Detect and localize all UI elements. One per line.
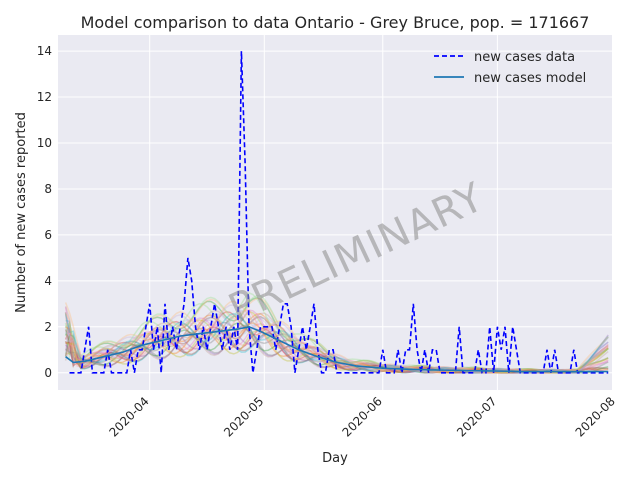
y-tick-label: 0 <box>44 366 52 380</box>
plot-background <box>58 35 612 390</box>
x-tick-label: 2020-06 <box>340 394 385 439</box>
y-tick-label: 4 <box>44 274 52 288</box>
x-axis-ticks: 2020-04 2020-05 2020-06 2020-07 2020-08 <box>106 394 617 439</box>
ensemble-curve <box>64 307 609 374</box>
x-tick-label: 2020-04 <box>106 394 151 439</box>
x-tick-label: 2020-05 <box>221 394 266 439</box>
ensemble-curve <box>64 297 609 374</box>
y-tick-label: 10 <box>37 136 52 150</box>
chart-title: Model comparison to data Ontario - Grey … <box>81 13 590 32</box>
grid <box>58 35 617 390</box>
ensemble-curve <box>64 291 609 374</box>
ensemble-curve <box>64 327 609 374</box>
series-line-new-cases-data <box>69 51 609 374</box>
y-axis-label: Number of new cases reported <box>14 112 29 313</box>
y-axis-ticks: 0 2 4 6 8 10 12 14 <box>37 44 52 380</box>
series-line-new-cases-model <box>65 325 609 373</box>
ensemble-curve <box>65 309 609 374</box>
legend-label: new cases model <box>474 71 586 86</box>
y-tick-label: 12 <box>37 90 52 104</box>
y-tick-label: 2 <box>44 320 52 334</box>
ensemble-curve <box>65 319 609 374</box>
legend: new cases data new cases model <box>434 50 586 86</box>
legend-label: new cases data <box>474 50 575 65</box>
y-tick-label: 6 <box>44 228 52 242</box>
ensemble-curve <box>64 312 609 374</box>
x-tick-label: 2020-07 <box>454 394 499 439</box>
x-tick-label: 2020-08 <box>573 394 618 439</box>
y-tick-label: 8 <box>44 182 52 196</box>
x-axis-label: Day <box>322 451 348 466</box>
ensemble-curve <box>64 297 609 374</box>
ensemble-curve <box>65 304 609 374</box>
ensemble-curve <box>65 321 609 374</box>
ensemble-curve <box>65 295 609 374</box>
y-tick-label: 14 <box>37 44 52 58</box>
series-layer <box>65 51 609 374</box>
ensemble-curve <box>64 312 609 374</box>
